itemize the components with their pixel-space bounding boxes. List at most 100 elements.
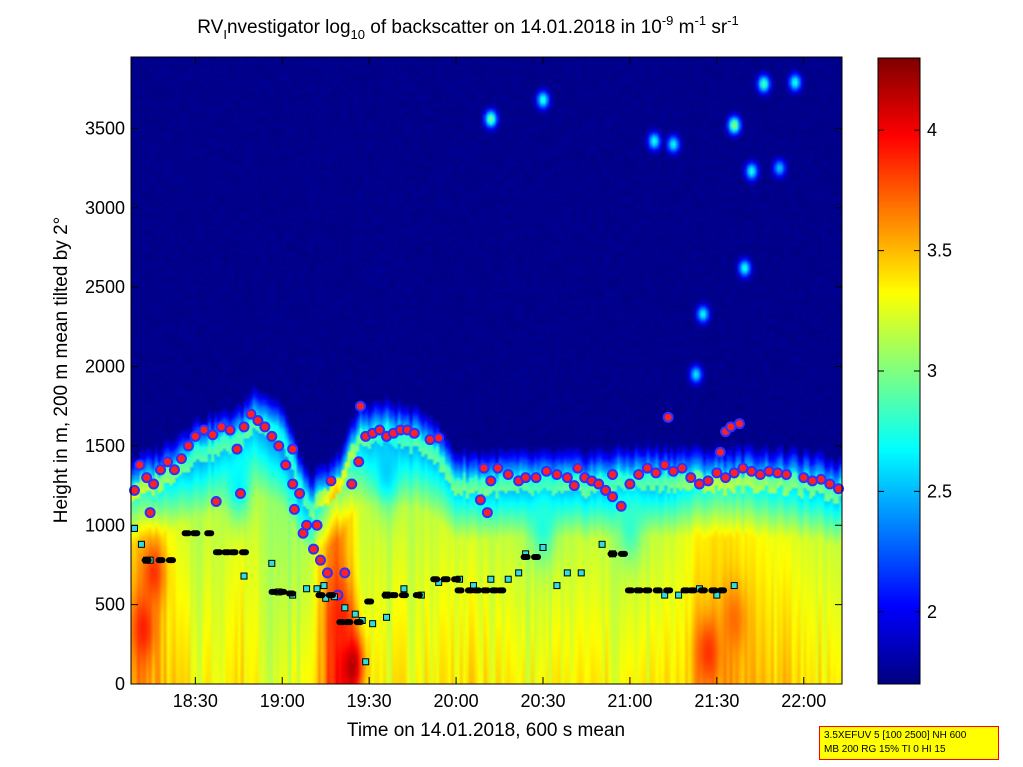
pbl-top-marker <box>346 478 358 490</box>
x-axis: 18:30 19:00 19:30 20:00 20:30 21:00 21:30 22:00 <box>173 57 826 711</box>
cloud-base-marker <box>362 658 370 666</box>
x-tick-label: 20:00 <box>434 691 479 711</box>
pbl-top-marker <box>478 462 490 474</box>
series-layer <box>128 400 845 666</box>
y-tick-label: 1500 <box>85 436 125 456</box>
pbl-top-marker <box>551 468 563 480</box>
pbl-top-marker <box>624 478 636 490</box>
aerosol-layer-marker <box>155 557 166 564</box>
aerosol-layer-marker <box>617 550 628 557</box>
pbl-top-marker <box>641 462 653 474</box>
aerosol-layer-marker <box>633 587 644 594</box>
cloud-base-marker <box>268 559 276 567</box>
cloud-base-marker <box>730 582 738 590</box>
pbl-top-marker <box>607 491 619 503</box>
aerosol-layer-marker <box>204 530 215 537</box>
pbl-top-marker <box>772 467 784 479</box>
aerosol-layer-marker <box>607 550 618 557</box>
pbl-top-marker <box>763 465 775 477</box>
cloud-base-marker <box>137 540 145 548</box>
pbl-top-marker <box>714 446 726 458</box>
pbl-top-marker <box>733 418 745 430</box>
cloud-base-marker <box>320 582 328 590</box>
aerosol-layer-marker <box>496 587 507 594</box>
pbl-top-marker <box>780 468 792 480</box>
pbl-top-marker <box>252 415 264 427</box>
pbl-top-marker <box>325 475 337 487</box>
aerosol-layer-marker <box>430 576 441 583</box>
cloud-base-marker <box>341 604 349 612</box>
aerosol-layer-marker <box>520 554 531 561</box>
x-tick-label: 22:00 <box>781 691 826 711</box>
x-tick-label: 21:30 <box>694 691 739 711</box>
cloud-base-marker <box>515 569 523 577</box>
pbl-top-marker <box>238 421 250 433</box>
aerosol-layer-marker <box>451 576 462 583</box>
pbl-top-marker <box>711 467 723 479</box>
colorbar-tick-label: 3.5 <box>927 241 952 261</box>
cloud-base-marker <box>539 543 547 551</box>
pbl-top-marker <box>485 475 497 487</box>
cloud-base-marker <box>675 591 683 599</box>
pbl-top-marker <box>162 456 174 468</box>
colorbar-ticks: 2 2.5 3 3.5 4 <box>878 120 952 622</box>
cloud-base-marker <box>504 575 512 583</box>
pbl-top-marker <box>235 488 247 500</box>
aerosol-layer-marker <box>652 587 663 594</box>
pbl-top-marker <box>134 459 146 471</box>
pbl-top-marker <box>215 421 227 433</box>
pbl-top-marker <box>141 472 153 484</box>
pbl-top-marker <box>287 478 299 490</box>
cloud-base-marker <box>563 569 571 577</box>
backscatter-heatmap <box>131 57 842 684</box>
aerosol-layer-marker <box>624 587 635 594</box>
pbl-top-marker <box>374 424 386 436</box>
plot-frame <box>130 56 843 685</box>
aerosol-layer-marker <box>277 588 288 595</box>
y-tick-label: 2000 <box>85 357 125 377</box>
y-tick-label: 1000 <box>85 515 125 535</box>
pbl-top-marker <box>168 464 180 476</box>
pbl-top-marker <box>481 507 493 519</box>
y-tick-label: 2500 <box>85 277 125 297</box>
colorbar-gradient <box>878 58 920 684</box>
pbl-top-marker <box>530 472 542 484</box>
aerosol-layer-marker <box>165 557 176 564</box>
cloud-base-marker <box>553 582 561 590</box>
pbl-top-marker <box>297 527 309 539</box>
y-axis: 0 500 1000 1500 2000 2500 3000 3500 <box>85 118 842 694</box>
pbl-top-marker <box>294 488 306 500</box>
pbl-top-marker <box>561 472 573 484</box>
pbl-top-marker <box>572 462 584 474</box>
colorbar-tick-label: 2 <box>927 602 937 622</box>
y-tick-label: 500 <box>95 595 125 615</box>
aerosol-layer-marker <box>642 587 653 594</box>
aerosol-layer-marker <box>285 590 296 597</box>
pbl-top-marker <box>245 408 257 420</box>
pbl-top-marker <box>725 421 737 433</box>
cloud-base-marker <box>240 572 248 580</box>
pbl-top-marker <box>424 434 436 446</box>
settings-line-1: 3.5XEFUV 5 [100 2500] NH 600 <box>824 730 967 741</box>
pbl-top-marker <box>540 465 552 477</box>
colorbar-tick-label: 3 <box>927 361 937 381</box>
x-tick-label: 21:00 <box>607 691 652 711</box>
pbl-top-marker <box>128 484 140 496</box>
pbl-top-marker <box>353 456 365 468</box>
pbl-top-marker <box>339 567 351 579</box>
aerosol-layer-marker <box>364 598 375 605</box>
aerosol-layer-marker <box>663 587 674 594</box>
colorbar: 2 2.5 3 3.5 4 <box>877 57 952 685</box>
aerosol-layer-marker <box>315 592 326 599</box>
x-tick-label: 19:30 <box>347 691 392 711</box>
y-tick-label: 3500 <box>85 118 125 138</box>
pbl-top-marker <box>720 472 732 484</box>
pbl-top-marker <box>308 543 320 555</box>
aerosol-layer-marker <box>471 587 482 594</box>
pbl-top-marker <box>685 472 697 484</box>
pbl-top-marker <box>607 468 619 480</box>
cloud-base-marker <box>383 613 391 621</box>
aerosol-layer-marker <box>268 588 279 595</box>
aerosol-layer-marker <box>412 592 423 599</box>
x-tick-label: 20:30 <box>520 691 565 711</box>
